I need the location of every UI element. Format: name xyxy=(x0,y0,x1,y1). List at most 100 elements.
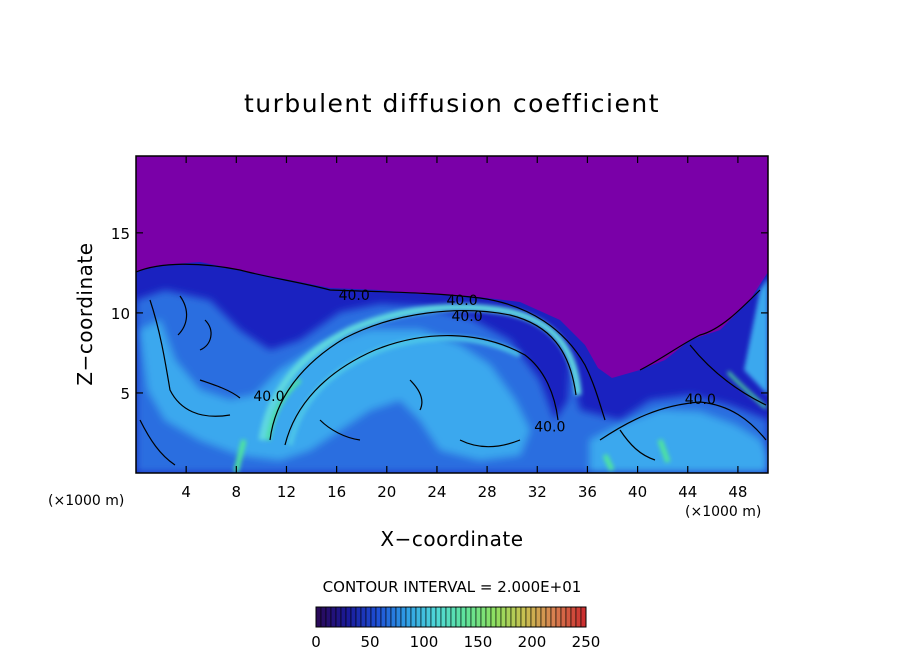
colorbar-swatch xyxy=(520,606,527,628)
colorbar-swatch xyxy=(450,606,457,628)
x-axis-label: X−coordinate xyxy=(380,527,523,551)
layer-light-blue-right xyxy=(590,410,768,473)
colorbar-swatch xyxy=(545,606,552,628)
contour-lines xyxy=(136,263,767,466)
band-green-bottom xyxy=(233,439,671,473)
layer-light-blue xyxy=(140,320,530,460)
band-cyan-main xyxy=(258,303,582,441)
x-tick-label: 24 xyxy=(427,483,446,501)
colorbar-swatch xyxy=(400,606,407,628)
y-axis-label: Z−coordinate xyxy=(73,242,97,385)
y-tick-label: 15 xyxy=(111,225,130,243)
colorbar-swatch xyxy=(425,606,432,628)
x-tick-label: 12 xyxy=(277,483,296,501)
colorbar-swatch xyxy=(370,606,377,628)
x-tick-label: 28 xyxy=(478,483,497,501)
y-tick-label: 5 xyxy=(120,385,130,403)
colorbar-swatch xyxy=(355,606,362,628)
plot-area: 40.0 40.040.040.040.040.0 xyxy=(136,156,768,473)
colorbar-swatch xyxy=(505,606,512,628)
y-tick-label: 10 xyxy=(111,305,130,323)
colorbar-swatch xyxy=(330,606,337,628)
x-tick-label: 4 xyxy=(181,483,191,501)
x-tick-label: 40 xyxy=(628,483,647,501)
contour-line xyxy=(319,379,521,448)
colorbar-swatch xyxy=(415,606,422,628)
band-green-right xyxy=(726,370,768,410)
colorbar-swatch xyxy=(385,606,392,628)
colorbar-labels: 0 50 100 150 200 250 xyxy=(311,633,600,651)
x-tick-label: 48 xyxy=(728,483,747,501)
x-tick-label: 36 xyxy=(578,483,597,501)
x-tick-label: 16 xyxy=(327,483,346,501)
contour-line xyxy=(149,299,231,417)
colorbar-swatch xyxy=(480,606,487,628)
colorbar-swatch xyxy=(315,606,322,628)
plot-frame xyxy=(135,155,769,474)
x-tick-label: 20 xyxy=(377,483,396,501)
colorbar-swatch xyxy=(445,606,452,628)
colorbar-swatch xyxy=(580,606,587,628)
colorbar-swatch xyxy=(575,606,582,628)
colorbar-swatch xyxy=(380,606,387,628)
band-right-edge xyxy=(744,278,768,395)
x-unit-left: (×1000 m) xyxy=(48,493,124,509)
colorbar-tick-label: 100 xyxy=(410,633,439,651)
x-unit-right: (×1000 m) xyxy=(685,504,761,520)
colorbar-swatch xyxy=(320,606,327,628)
colorbar-swatch xyxy=(550,606,557,628)
colorbar-swatch xyxy=(395,606,402,628)
contour-line xyxy=(139,419,656,466)
colorbar-swatch xyxy=(390,606,397,628)
contour-line xyxy=(284,334,559,446)
colorbar-swatch xyxy=(555,606,562,628)
band-cyan-inner xyxy=(287,335,522,446)
contour-line xyxy=(689,344,767,406)
contour-line xyxy=(269,310,577,441)
colorbar-swatch xyxy=(535,606,542,628)
colorbar-swatch xyxy=(455,606,462,628)
colorbar-tick-label: 200 xyxy=(518,633,547,651)
contour-labels: 40.0 40.040.040.040.040.0 xyxy=(253,288,716,435)
colorbar-swatch xyxy=(335,606,342,628)
colorbar-swatch xyxy=(350,606,357,628)
colorbar-swatch xyxy=(345,606,352,628)
y-axis: 5 10 15 xyxy=(111,225,768,403)
colorbar-swatch xyxy=(405,606,412,628)
contour-label: 40.0 xyxy=(685,392,716,408)
colorbar-swatch xyxy=(495,606,502,628)
x-tick-label: 8 xyxy=(232,483,242,501)
colorbar-swatch xyxy=(530,606,537,628)
colorbar-frame xyxy=(315,606,587,628)
contour-line xyxy=(136,263,606,421)
colorbar-swatch xyxy=(560,606,567,628)
colorbar-swatch xyxy=(540,606,547,628)
colorbar-swatch xyxy=(470,606,477,628)
colorbar-tick-label: 150 xyxy=(464,633,493,651)
colorbar-swatch xyxy=(500,606,507,628)
colorbar-swatch xyxy=(510,606,517,628)
colorbar-swatch xyxy=(490,606,497,628)
colorbar xyxy=(315,606,587,628)
contour-label: 40.0 xyxy=(451,309,482,325)
colorbar-swatch xyxy=(360,606,367,628)
x-tick-label: 32 xyxy=(528,483,547,501)
colorbar-swatch xyxy=(465,606,472,628)
contour-line xyxy=(639,289,761,371)
colorbar-swatch xyxy=(565,606,572,628)
colorbar-swatch xyxy=(365,606,372,628)
colorbar-swatch xyxy=(515,606,522,628)
colorbar-swatch xyxy=(375,606,382,628)
colorbar-swatch xyxy=(485,606,492,628)
x-tick-label: 44 xyxy=(678,483,697,501)
colorbar-swatch xyxy=(435,606,442,628)
contour-line xyxy=(199,379,241,399)
contour-interval: CONTOUR INTERVAL = 2.000E+01 xyxy=(323,578,582,596)
colorbar-tick-label: 0 xyxy=(311,633,321,651)
colorbar-swatch xyxy=(410,606,417,628)
colorbar-tick-label: 250 xyxy=(572,633,601,651)
colorbar-tick-label: 50 xyxy=(360,633,379,651)
colorbar-swatch xyxy=(460,606,467,628)
contour-label: 40.0 xyxy=(446,293,477,309)
